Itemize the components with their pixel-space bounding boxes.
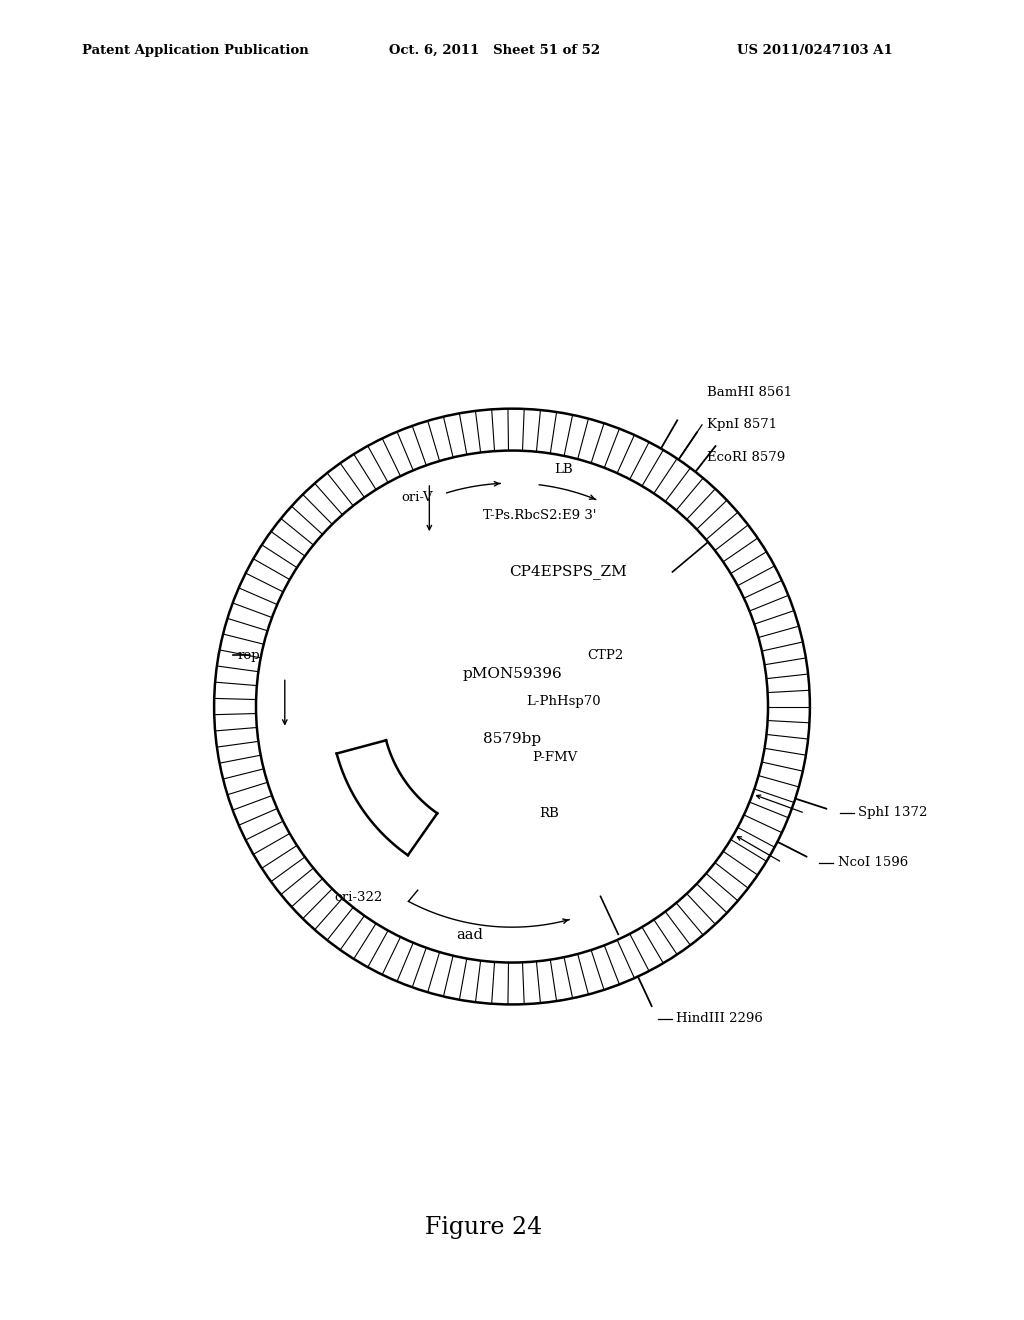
Text: HindIII 2296: HindIII 2296 <box>676 1012 763 1026</box>
Text: L-PhHsp70: L-PhHsp70 <box>525 696 600 709</box>
Text: ori-V: ori-V <box>401 491 433 504</box>
Text: EcoRI 8579: EcoRI 8579 <box>707 451 785 463</box>
Text: KpnI 8571: KpnI 8571 <box>707 418 777 432</box>
Text: pMON59396: pMON59396 <box>462 667 562 681</box>
Text: CTP2: CTP2 <box>588 649 624 661</box>
Text: T-Ps.RbcS2:E9 3': T-Ps.RbcS2:E9 3' <box>483 510 597 523</box>
Text: US 2011/0247103 A1: US 2011/0247103 A1 <box>737 44 893 57</box>
Text: BamHI 8561: BamHI 8561 <box>707 385 792 399</box>
Text: Oct. 6, 2011   Sheet 51 of 52: Oct. 6, 2011 Sheet 51 of 52 <box>389 44 600 57</box>
Text: RB: RB <box>539 807 558 820</box>
Text: LB: LB <box>554 463 572 475</box>
Text: aad: aad <box>457 928 483 941</box>
Text: Figure 24: Figure 24 <box>425 1216 543 1239</box>
Text: rop: rop <box>238 649 260 661</box>
Text: CP4EPSPS_ZM: CP4EPSPS_ZM <box>509 564 627 579</box>
Text: 8579bp: 8579bp <box>483 733 541 746</box>
Text: Patent Application Publication: Patent Application Publication <box>82 44 308 57</box>
Text: SphI 1372: SphI 1372 <box>858 807 928 820</box>
Text: ori-322: ori-322 <box>334 891 383 904</box>
Text: P-FMV: P-FMV <box>531 751 578 764</box>
Text: NcoI 1596: NcoI 1596 <box>838 857 907 870</box>
